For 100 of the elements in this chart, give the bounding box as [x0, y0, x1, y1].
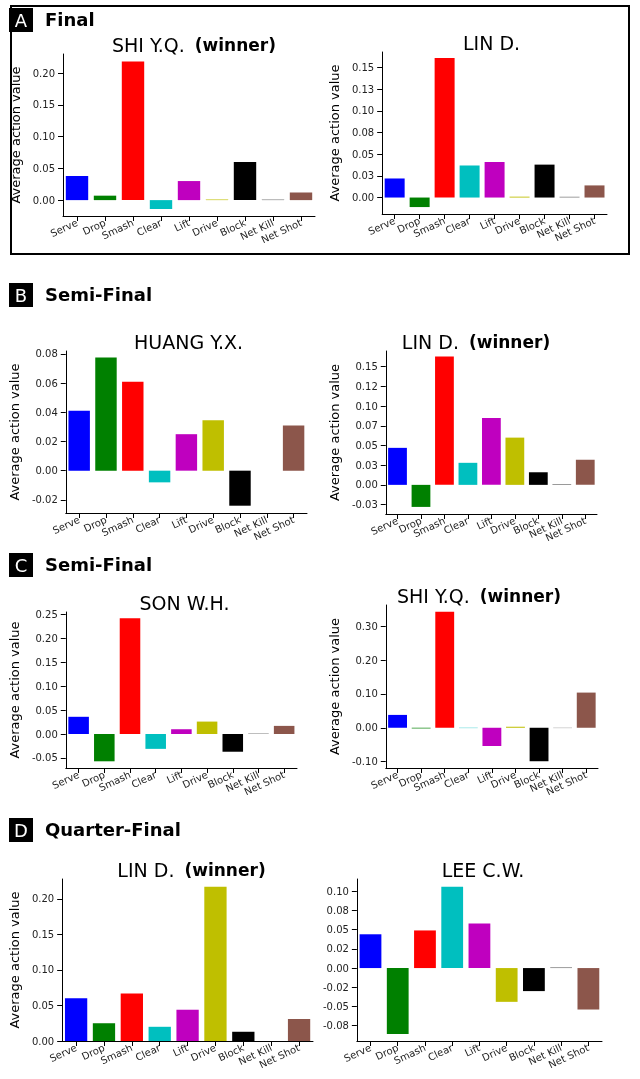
y-tick-label: 0.25 [35, 608, 58, 620]
bar [171, 729, 192, 735]
y-tick-label: 0.04 [35, 406, 58, 418]
x-tick-label: Drive [480, 1042, 509, 1064]
x-tick-label: Serve [48, 217, 80, 240]
text: Semi-Final [45, 283, 153, 305]
y-tick-label: 0.05 [32, 162, 55, 174]
bar [289, 192, 313, 201]
bar [92, 1023, 116, 1041]
y-tick-label: 0.13 [351, 83, 375, 95]
y-tick-label: 0.10 [35, 680, 58, 692]
bar [145, 734, 166, 749]
bar [68, 716, 89, 735]
x-tick-label: Clear [133, 1041, 163, 1064]
y-tick-label: 0.08 [35, 348, 58, 360]
bar [204, 886, 227, 1041]
bar [222, 734, 244, 752]
bar [441, 886, 464, 969]
chart-title: LEE C.W. [441, 858, 525, 881]
y-tick-label: 0.10 [31, 964, 55, 976]
bar [122, 381, 144, 471]
y-tick-label: 0.15 [351, 62, 375, 74]
bar [528, 472, 548, 485]
bar [459, 165, 480, 198]
bar [68, 410, 90, 471]
chart-title: HUANG Y.X. [133, 330, 244, 353]
bar [388, 714, 407, 728]
bar [482, 417, 501, 485]
x-tick-label: Lift [169, 513, 189, 531]
y-tick-label: 0.08 [326, 904, 349, 916]
bar [94, 734, 115, 762]
y-tick-label: 0.20 [355, 654, 378, 666]
text: Semi-Final [45, 553, 153, 575]
y-tick-label: 0.00 [355, 479, 378, 491]
y-axis-title: Average action value [7, 891, 22, 1029]
bar [359, 934, 382, 969]
y-axis-title: Average action value [7, 621, 22, 759]
x-tick-label: Serve [366, 215, 397, 238]
y-tick-label: 0.05 [31, 999, 55, 1011]
bar [176, 1009, 199, 1041]
bar [119, 618, 141, 735]
bar [435, 611, 455, 728]
chart-title: SHI Y.Q. [397, 584, 470, 607]
bar [435, 356, 454, 485]
y-tick-label: -0.08 [323, 1020, 349, 1032]
y-tick-label: 0.20 [35, 632, 58, 644]
x-tick-label: Drive [186, 514, 216, 536]
text: A [14, 9, 28, 31]
bar [495, 968, 518, 1002]
y-tick-label: 0.00 [32, 194, 55, 206]
x-tick-label: Serve [50, 514, 82, 537]
chart-title: LIN D. [462, 31, 521, 54]
bar [584, 185, 605, 198]
y-tick-label: 0.05 [351, 148, 375, 160]
bar [409, 197, 430, 208]
y-tick-label: 0.07 [355, 420, 378, 432]
x-tick-label: Drive [189, 1042, 218, 1064]
y-axis-title: Average action value [7, 363, 22, 501]
bar [229, 470, 251, 506]
y-tick-label: 0.15 [355, 361, 378, 373]
y-tick-label: -0.10 [351, 756, 378, 768]
y-tick-label: 0.20 [31, 893, 55, 905]
text: B [14, 284, 28, 306]
chart-subtitle: (winner) [468, 331, 551, 352]
bar [388, 447, 407, 485]
y-tick-label: 0.10 [32, 131, 55, 143]
chart-title: SON W.H. [139, 591, 230, 614]
text: C [14, 554, 28, 576]
bar [484, 162, 505, 198]
bar [95, 357, 117, 471]
x-tick-label: Lift [164, 768, 184, 786]
y-tick-label: 0.00 [35, 728, 58, 740]
bar [414, 930, 436, 969]
y-tick-label: 0.10 [351, 105, 375, 117]
y-tick-label: 0.20 [32, 67, 55, 79]
y-tick-label: 0.08 [351, 127, 375, 139]
x-tick-label: Clear [426, 1041, 456, 1064]
y-tick-label: 0.02 [326, 943, 349, 955]
y-tick-label: 0.15 [35, 656, 58, 668]
y-tick-label: 0.10 [355, 688, 378, 700]
bar [458, 462, 478, 485]
y-tick-label: 0.03 [355, 459, 378, 471]
chart-title: SHI Y.Q. [112, 33, 185, 56]
bar [282, 425, 305, 471]
bar [577, 968, 600, 1010]
x-tick-label: Serve [342, 1042, 373, 1065]
y-tick-label: 0.00 [35, 465, 58, 477]
text: Final [45, 8, 95, 30]
bar [149, 200, 173, 210]
bar [575, 459, 595, 485]
bar [386, 968, 409, 1035]
x-tick-label: Lift [171, 1041, 190, 1059]
text: Quarter-Final [45, 818, 181, 840]
y-tick-label: 0.00 [355, 722, 378, 734]
bar [233, 162, 257, 201]
chart-title: LIN D. [117, 858, 175, 881]
y-axis-title: Average action value [327, 617, 342, 756]
y-axis-title: Average action value [327, 64, 342, 202]
bar [273, 725, 295, 735]
y-tick-label: 0.00 [351, 192, 375, 204]
